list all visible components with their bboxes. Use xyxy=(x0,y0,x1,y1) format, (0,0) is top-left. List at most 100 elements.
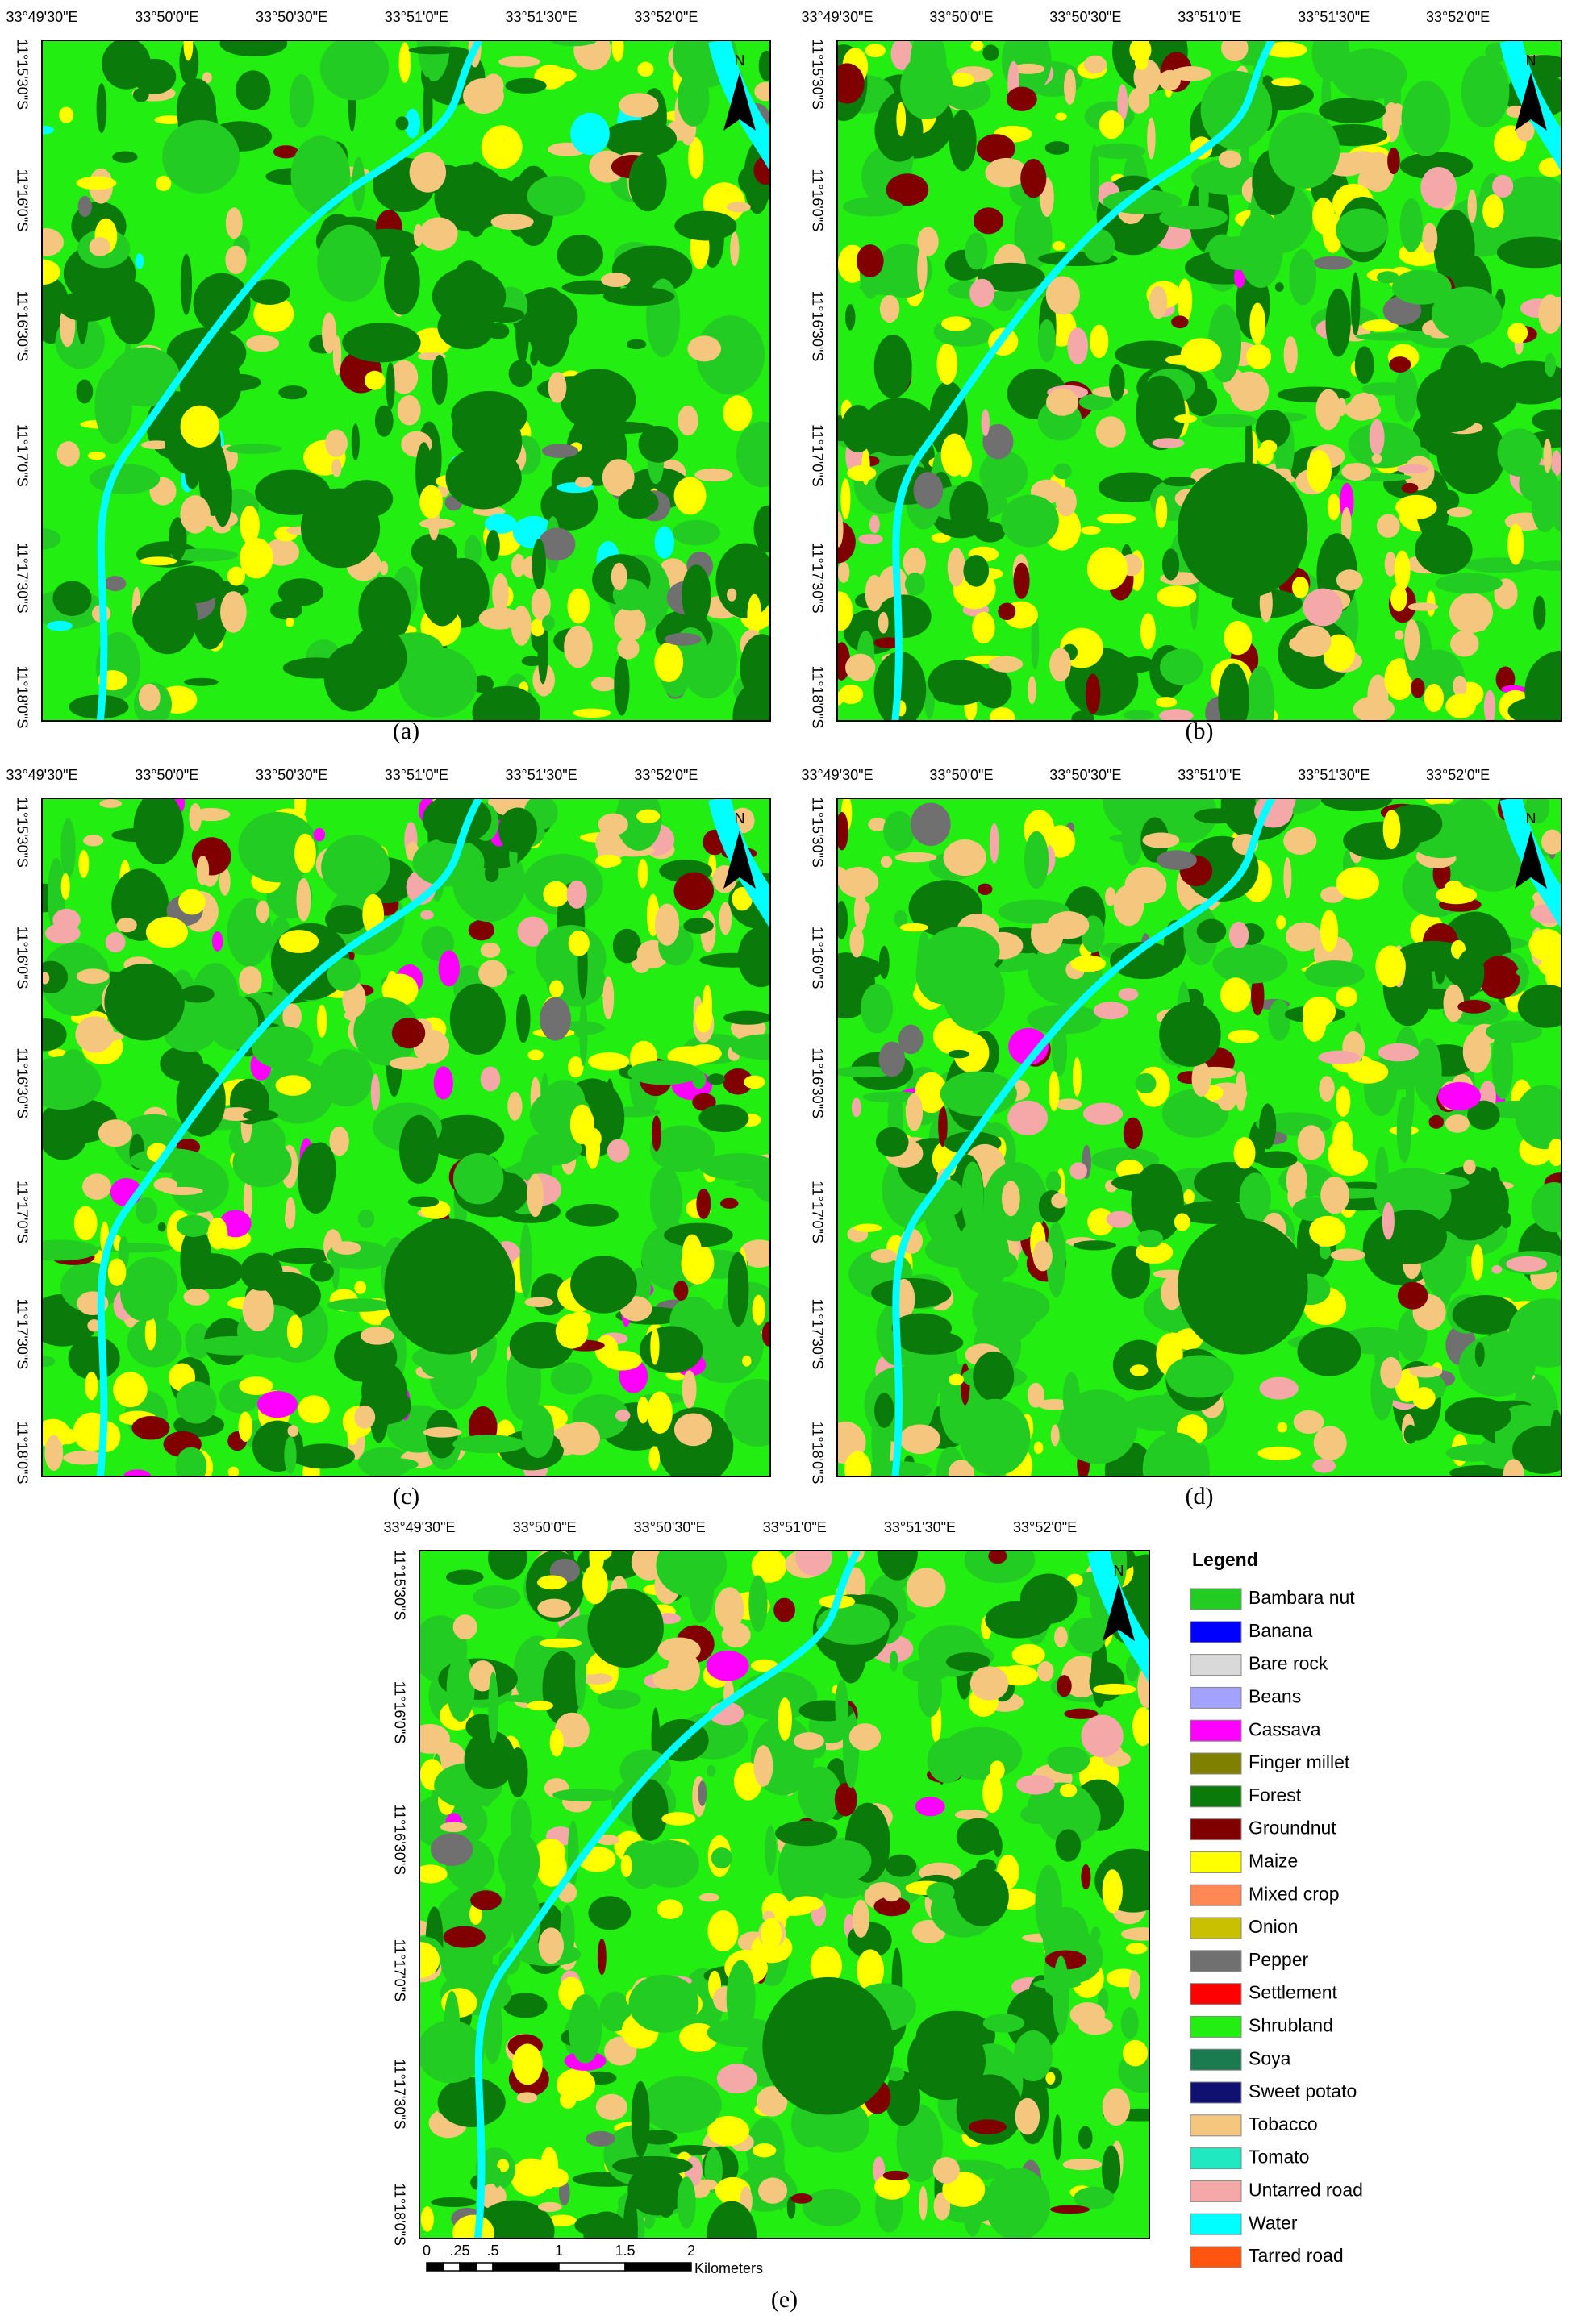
land-cover-patch xyxy=(1538,157,1561,177)
land-cover-patch xyxy=(988,656,1024,673)
land-cover-patch xyxy=(737,927,770,988)
land-cover-patch xyxy=(896,102,907,137)
land-cover-patch xyxy=(927,1738,967,1784)
land-cover-patch xyxy=(1425,798,1454,806)
land-cover-patch xyxy=(313,827,326,842)
land-cover-patch xyxy=(915,942,969,1005)
land-cover-patch xyxy=(176,1214,211,1237)
land-cover-patch xyxy=(972,611,995,644)
land-cover-patch xyxy=(1548,1138,1561,1167)
land-cover-patch xyxy=(925,1232,994,1268)
land-cover-patch xyxy=(279,930,319,953)
land-cover-patch xyxy=(1445,881,1464,895)
land-cover-patch xyxy=(678,405,698,436)
land-cover-patch xyxy=(1250,975,1265,1016)
land-cover-patch xyxy=(1036,1661,1054,1682)
land-cover-patch xyxy=(682,1370,697,1409)
land-cover-patch xyxy=(1050,2205,1090,2214)
river xyxy=(96,798,482,1476)
land-cover-patch xyxy=(112,151,138,163)
land-cover-patch xyxy=(1155,697,1178,708)
scale-segment xyxy=(475,2262,494,2272)
land-cover-patch xyxy=(837,1066,895,1078)
land-cover-patch xyxy=(1332,48,1407,101)
forest-block xyxy=(1178,462,1308,599)
land-cover-patch xyxy=(548,372,567,403)
land-cover-patch xyxy=(565,1203,619,1227)
north-arrow xyxy=(723,831,756,889)
latitude-label: 11°16'0"S xyxy=(391,1681,407,1744)
land-cover-patch xyxy=(1445,693,1476,718)
longitude-label: 33°51'0"E xyxy=(385,9,448,25)
land-cover-patch xyxy=(727,588,737,602)
land-cover-patch xyxy=(508,360,533,388)
land-cover-patch xyxy=(753,1745,773,1787)
land-cover-patch xyxy=(837,901,848,939)
latitude-label: 11°17'0"S xyxy=(14,1181,30,1243)
land-cover-patch xyxy=(300,488,381,569)
land-cover-patch xyxy=(1047,911,1090,939)
map-frame xyxy=(41,40,771,722)
land-cover-patch xyxy=(1128,1970,1140,2000)
land-cover-patch xyxy=(219,40,288,57)
land-cover-patch xyxy=(379,560,389,576)
land-cover-patch xyxy=(715,543,770,618)
land-cover-patch xyxy=(928,1340,940,1411)
land-cover-patch xyxy=(694,1002,713,1033)
land-cover-patch xyxy=(135,1197,158,1224)
land-cover-patch xyxy=(559,2091,577,2109)
land-cover-patch xyxy=(1497,428,1542,477)
land-cover-patch xyxy=(89,237,110,256)
land-cover-patch xyxy=(1347,1060,1389,1084)
land-cover-patch xyxy=(890,40,914,70)
land-cover-patch xyxy=(1397,1281,1428,1310)
land-cover-patch xyxy=(940,433,968,477)
land-cover-patch xyxy=(540,997,571,1041)
land-cover-patch xyxy=(423,77,433,141)
land-cover-patch xyxy=(647,1391,673,1434)
land-cover-patch xyxy=(652,1668,686,1690)
land-cover-patch xyxy=(437,2077,506,2127)
land-cover-patch xyxy=(740,634,770,702)
land-cover-patch xyxy=(878,611,889,634)
land-cover-patch xyxy=(527,1173,544,1218)
land-cover-patch xyxy=(537,1575,567,1590)
land-cover-patch xyxy=(605,1078,615,1122)
land-cover-patch xyxy=(661,1812,696,1826)
land-cover-patch xyxy=(1136,375,1186,451)
land-cover-patch xyxy=(834,1782,857,1817)
land-cover-patch xyxy=(1073,1240,1116,1251)
land-cover-patch xyxy=(752,2143,777,2158)
land-cover-patch xyxy=(1221,40,1249,62)
longitude-label: 33°50'30"E xyxy=(256,767,327,783)
land-cover-patch xyxy=(1413,1038,1442,1105)
land-cover-patch xyxy=(594,854,622,868)
land-cover-patch xyxy=(736,421,770,488)
land-cover-patch xyxy=(851,1097,861,1118)
land-cover-patch xyxy=(639,1326,703,1374)
land-cover-patch xyxy=(1037,319,1057,363)
land-cover-patch xyxy=(85,1372,98,1401)
latitude-label: 11°18'0"S xyxy=(809,1422,825,1485)
land-cover-patch xyxy=(1491,1264,1503,1274)
land-cover-patch xyxy=(724,1378,770,1447)
land-cover-patch xyxy=(120,1264,168,1322)
land-cover-patch xyxy=(837,63,865,104)
land-cover-patch xyxy=(1376,271,1399,284)
land-cover-patch xyxy=(550,40,597,47)
land-cover-patch xyxy=(357,1209,375,1228)
land-cover-patch xyxy=(404,108,421,139)
land-cover-patch xyxy=(898,1024,924,1055)
land-cover-patch xyxy=(880,856,893,868)
map-raster xyxy=(42,798,770,1476)
land-cover-patch xyxy=(1096,514,1136,524)
land-cover-patch xyxy=(1171,315,1189,329)
legend-swatch xyxy=(1190,1950,1242,1972)
land-cover-patch xyxy=(47,620,73,631)
legend-label: Maize xyxy=(1249,1850,1298,1871)
land-cover-patch xyxy=(1389,356,1411,373)
land-cover-patch xyxy=(60,873,70,900)
land-cover-patch xyxy=(462,161,490,238)
legend-label: Mixed crop xyxy=(1249,1883,1339,1904)
land-cover-patch xyxy=(1436,414,1506,494)
